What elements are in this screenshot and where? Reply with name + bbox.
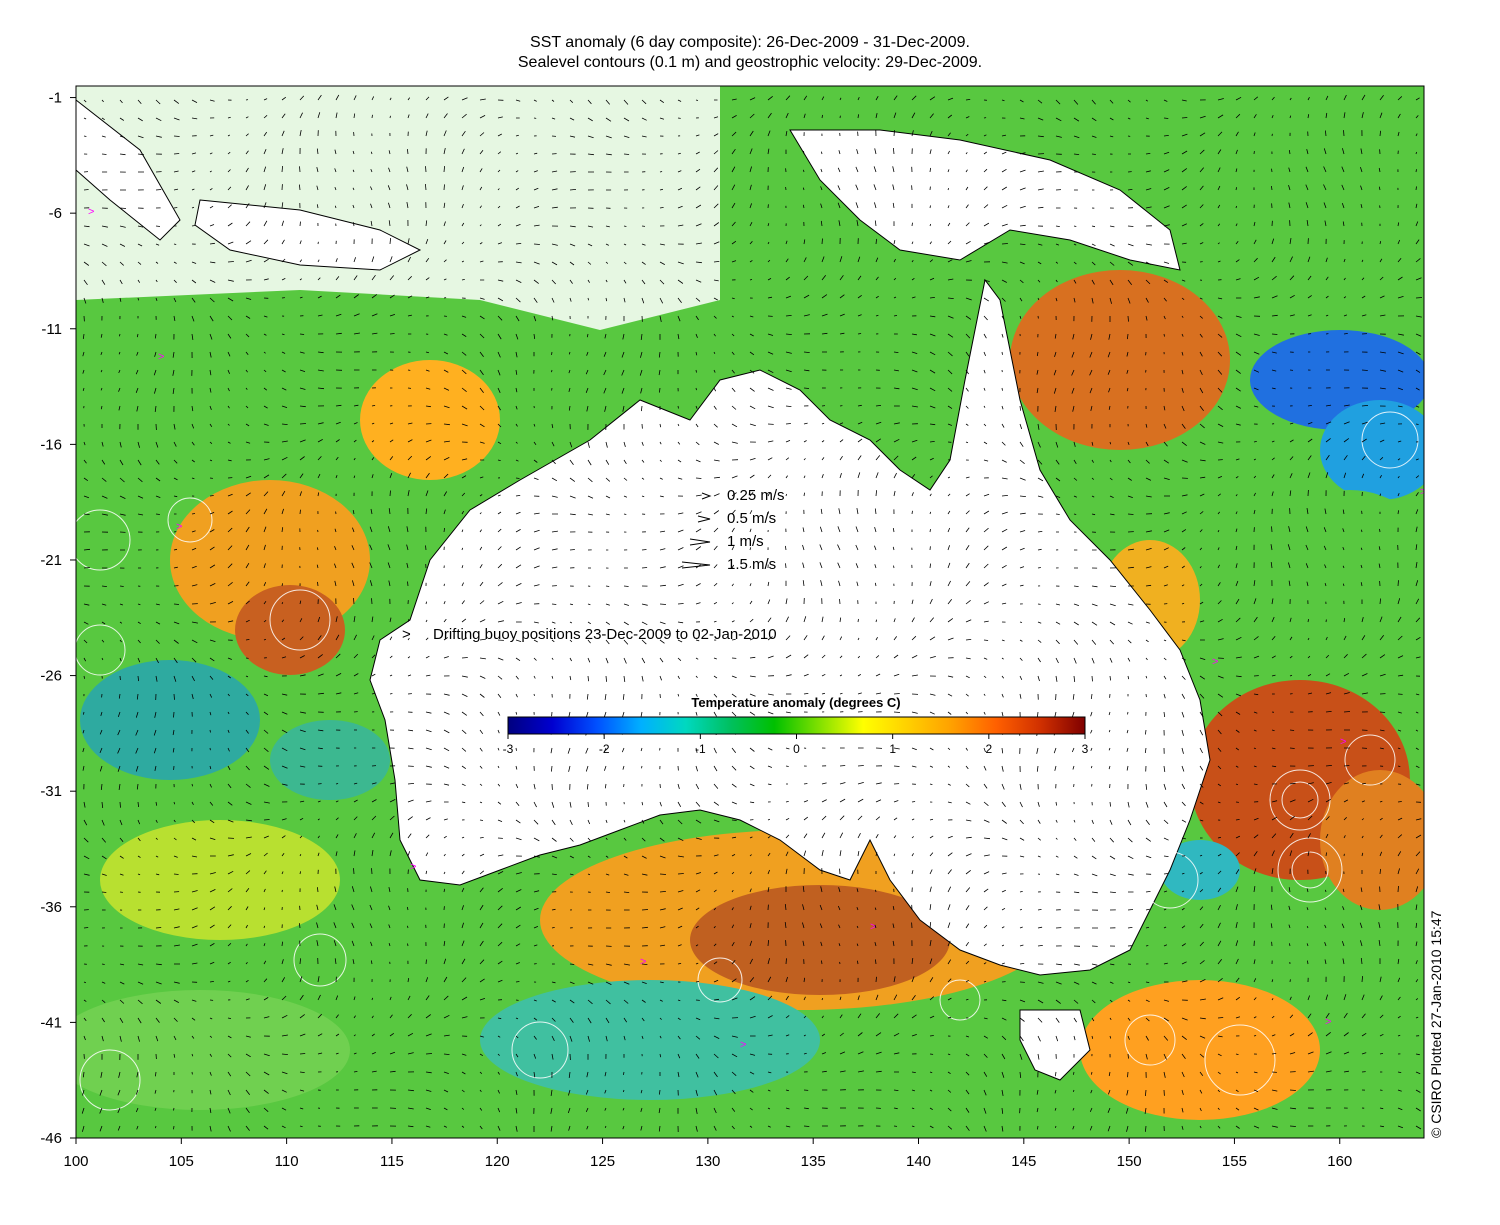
x-tick-label-7: 135: [801, 1153, 826, 1170]
colorbar-tick-label-4: 1: [889, 742, 896, 756]
credit-text: © CSIRO Plotted 27-Jan-2010 15:47: [1428, 910, 1444, 1138]
velocity-legend-label-0: 0.25 m/s: [727, 487, 785, 504]
geostrophic-velocity-arrows: [81, 94, 1423, 1133]
plot-frame: [75, 85, 1425, 1139]
velocity-arrow-field: [81, 94, 1423, 1133]
y-axis-ticks: -1 -6 -11 -16 -21 -26 -31 -36 -41 -46: [40, 90, 76, 1147]
sealevel-contours: [76, 411, 1419, 1111]
tasmania-landmass: [1019, 1009, 1091, 1081]
new-guinea-landmass: [789, 129, 1181, 271]
x-tick-label-12: 160: [1327, 1153, 1352, 1170]
x-tick-label-8: 140: [906, 1153, 931, 1170]
buoy-marker-10: >: [410, 861, 416, 873]
buoy-marker-3: >: [1212, 656, 1218, 668]
y-tick-label-8: -41: [40, 1014, 62, 1031]
colorbar-tick-label-1: -2: [599, 742, 610, 756]
velocity-legend-label-2: 1 m/s: [727, 533, 764, 550]
buoy-marker-5: >: [1420, 486, 1426, 498]
indonesia-landmass: [194, 199, 422, 271]
colorbar-tick-label-0: -3: [503, 742, 514, 756]
buoy-marker-1: >: [158, 351, 164, 363]
sst-anomaly-field: [76, 86, 1424, 1138]
colorbar-tick-label-2: -1: [695, 742, 706, 756]
buoy-marker-0: >: [88, 206, 94, 218]
y-tick-label-3: -16: [40, 436, 62, 453]
velocity-legend-arrow-1: [697, 515, 711, 523]
buoy-legend-label: Drifting buoy positions 23-Dec-2009 to 0…: [433, 626, 777, 643]
land-masses: [75, 98, 1211, 1081]
colorbar-tick-label-6: 3: [1082, 742, 1089, 756]
velocity-legend-arrow-2: [689, 538, 711, 546]
x-tick-label-5: 125: [590, 1153, 615, 1170]
buoy-marker-9: >: [740, 1039, 746, 1051]
x-axis-ticks: 100 105 110 115 120 125 130 135 140 145 150 155 160: [63, 1138, 1352, 1170]
buoy-legend-marker: >: [402, 626, 411, 643]
y-tick-label-7: -36: [40, 899, 62, 916]
velocity-legend-label-3: 1.5 m/s: [727, 556, 776, 573]
colorbar-title: Temperature anomaly (degrees C): [691, 695, 900, 710]
colorbar-tick-label-5: 2: [985, 742, 992, 756]
y-tick-label-9: -46: [40, 1130, 62, 1147]
velocity-legend-arrow-0: [701, 492, 712, 500]
buoy-marker-6: >: [870, 921, 876, 933]
velocity-legend-arrow-3: [681, 561, 711, 569]
x-tick-label-6: 130: [695, 1153, 720, 1170]
x-tick-label-3: 115: [380, 1153, 404, 1170]
australia-landmass: [369, 278, 1211, 976]
title-line-2: Sealevel contours (0.1 m) and geostrophi…: [517, 54, 983, 71]
y-tick-label-0: -1: [49, 90, 62, 107]
x-tick-label-11: 155: [1222, 1153, 1247, 1170]
colorbar-ticks: -3 -2 -1 0 1 2 3: [503, 734, 1089, 756]
colorbar-tick-label-3: 0: [793, 742, 800, 756]
x-tick-label-9: 145: [1011, 1153, 1036, 1170]
colorbar: Temperature anomaly (degrees C) -3 -2 -1 0 1…: [503, 695, 1089, 756]
colorbar-bar: [507, 716, 1086, 735]
drifting-buoy-markers: > > > > > > > > > > >: [88, 206, 1426, 1051]
x-tick-label-2: 110: [275, 1153, 299, 1170]
x-tick-label-0: 100: [63, 1153, 88, 1170]
buoy-marker-7: >: [1325, 1016, 1331, 1028]
x-tick-label-1: 105: [169, 1153, 194, 1170]
y-tick-label-6: -31: [40, 783, 62, 800]
velocity-legend: 0.25 m/s 0.5 m/s 1 m/s 1.5 m/s: [681, 487, 785, 573]
velocity-legend-label-1: 0.5 m/s: [727, 510, 776, 527]
y-tick-label-4: -21: [40, 552, 62, 569]
y-tick-label-1: -6: [49, 205, 62, 222]
y-tick-label-2: -11: [41, 321, 62, 338]
x-tick-label-10: 150: [1117, 1153, 1142, 1170]
buoy-marker-4: >: [1340, 736, 1346, 748]
y-tick-label-5: -26: [40, 668, 62, 685]
x-tick-label-4: 120: [485, 1153, 510, 1170]
buoy-marker-8: >: [640, 956, 646, 968]
title-line-1: SST anomaly (6 day composite): 26-Dec-20…: [530, 34, 970, 51]
buoy-legend: > Drifting buoy positions 23-Dec-2009 to…: [402, 626, 777, 643]
buoy-marker-2: >: [176, 521, 182, 533]
